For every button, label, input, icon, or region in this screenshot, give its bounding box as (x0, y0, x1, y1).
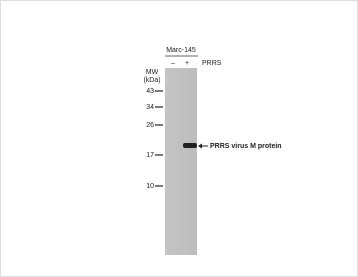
lane-label: + (185, 60, 189, 67)
lane-label: – (171, 60, 175, 67)
blot-membrane (165, 68, 197, 255)
treatment-label: PRRS (202, 60, 222, 67)
mw-label: MW (146, 69, 159, 76)
band-label: PRRS virus M protein (210, 143, 282, 150)
marker-label: 10 (146, 183, 154, 190)
figure: Marc-145 – + PRRS MW (kDa) PRRS virus M … (0, 0, 358, 277)
marker-label: 34 (146, 104, 154, 111)
cell-line-label: Marc-145 (166, 47, 196, 54)
marker-label: 17 (146, 152, 154, 159)
marker-label: 26 (146, 122, 154, 129)
marker-label: 43 (146, 88, 154, 95)
mw-unit-label: (kDa) (143, 77, 160, 84)
protein-band (183, 143, 197, 148)
page: {"cell_line": "Marc-145", "lanes": ["–",… (0, 0, 358, 277)
